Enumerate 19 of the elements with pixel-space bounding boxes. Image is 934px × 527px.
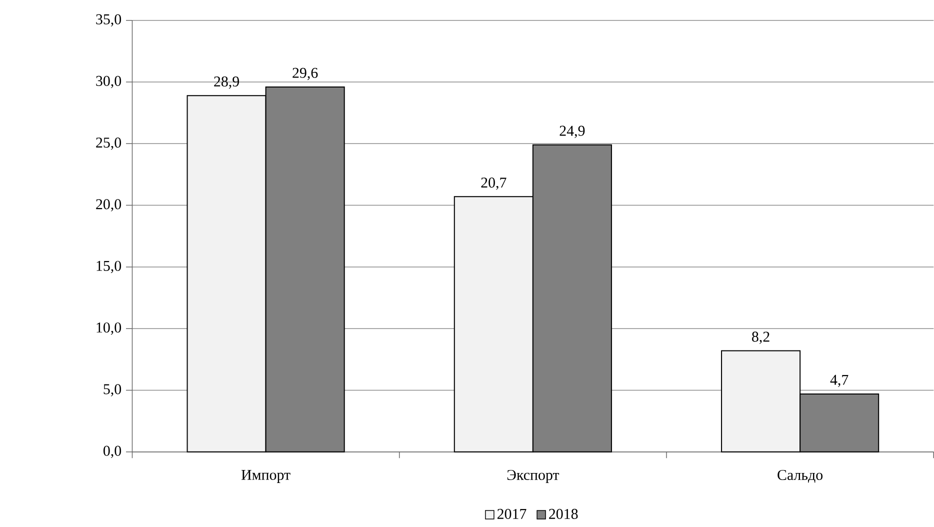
- data-label: 29,6: [292, 68, 318, 80]
- x-tick-label: Импорт: [241, 470, 290, 484]
- y-tick-label: 5,0: [104, 384, 122, 396]
- legend-label: 2018: [549, 509, 578, 520]
- data-label: 4,7: [830, 375, 848, 388]
- x-tick-label: Экспорт: [507, 470, 560, 484]
- y-tick-label: 25,0: [96, 138, 122, 150]
- data-label: 24,9: [560, 126, 585, 138]
- data-label: 28,9: [214, 76, 239, 89]
- data-label: 20,7: [481, 178, 506, 190]
- x-tick-label: Сальдо: [778, 470, 823, 483]
- y-tick-label: 0,0: [104, 446, 122, 458]
- y-tick-label: 35,0: [96, 14, 122, 27]
- y-tick-label: 30,0: [96, 76, 122, 88]
- y-tick-label: 20,0: [96, 199, 122, 212]
- legend-label: 2017: [497, 509, 526, 520]
- y-tick-label: 15,0: [96, 260, 122, 274]
- data-label: 8,2: [752, 332, 770, 344]
- y-tick-label: 10,0: [96, 322, 122, 335]
